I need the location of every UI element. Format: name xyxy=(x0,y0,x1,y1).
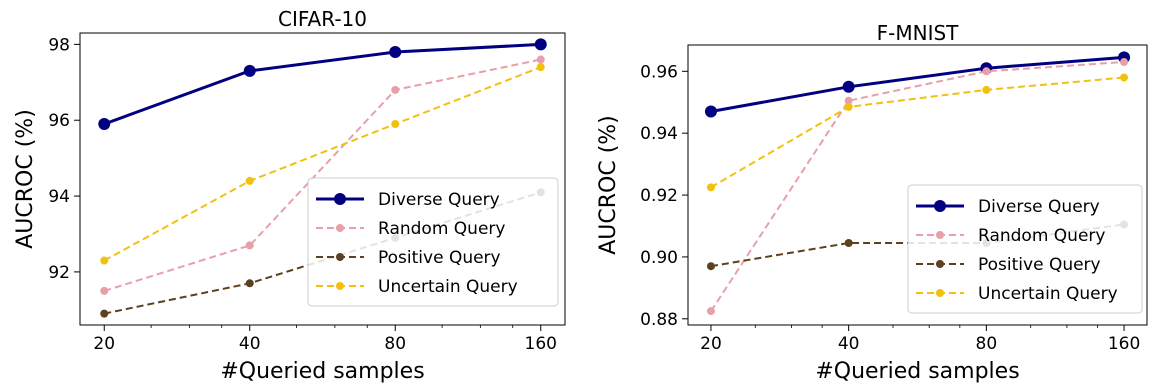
legend-label-positive-query: Positive Query xyxy=(978,255,1101,275)
legend-label-diverse-query: Diverse Query xyxy=(978,197,1100,217)
x-tick-label: 40 xyxy=(838,334,860,354)
data-point-uncertain-query xyxy=(100,256,109,265)
y-tick-label: 0.94 xyxy=(640,124,678,144)
series-line-diverse-query xyxy=(710,55,1125,113)
data-point-uncertain-query xyxy=(245,176,254,185)
legend: Diverse Query Random Query Positive Query U… xyxy=(307,177,559,307)
y-axis-label: AUCROC (%) xyxy=(13,109,38,249)
data-point-random-query xyxy=(1120,58,1129,67)
x-axis-label: #Queried samples xyxy=(815,359,1019,384)
data-point-positive-query xyxy=(245,279,254,288)
legend-label-random-query: Random Query xyxy=(978,226,1105,246)
y-tick-label: 92 xyxy=(48,263,70,283)
y-tick-label: 0.90 xyxy=(640,248,678,268)
data-point-random-query xyxy=(706,307,715,316)
data-point-positive-query xyxy=(706,262,715,271)
legend-marker-uncertain-query xyxy=(336,282,344,290)
y-tick-label: 0.88 xyxy=(640,310,678,330)
legend-box xyxy=(307,177,559,307)
data-point-diverse-query xyxy=(98,118,111,131)
series-line-random-query xyxy=(710,61,1125,312)
chart-0: 20 40 80 160 92 94 96 98 CIFAR-10 #Queried sample… xyxy=(13,7,566,384)
x-axis-label: #Queried samples xyxy=(220,359,424,384)
data-point-uncertain-query xyxy=(391,120,400,129)
chart-1: 20 40 80 160 0.88 0.90 0.92 0.94 0.96 F-MNIST #Que… xyxy=(596,21,1148,384)
legend-marker-positive-query xyxy=(336,253,344,261)
legend-label-uncertain-query: Uncertain Query xyxy=(378,277,518,297)
legend-box xyxy=(907,184,1143,314)
data-point-diverse-query xyxy=(704,105,717,118)
data-point-random-query xyxy=(844,96,853,105)
y-tick-label: 0.92 xyxy=(640,186,678,206)
series-line-diverse-query xyxy=(103,42,541,126)
data-point-diverse-query xyxy=(389,45,402,58)
x-tick-label: 20 xyxy=(93,334,115,354)
legend-marker-positive-query xyxy=(936,260,944,268)
data-point-random-query xyxy=(391,85,400,94)
data-point-uncertain-query xyxy=(844,102,853,111)
x-tick-label: 80 xyxy=(976,334,998,354)
data-point-positive-query xyxy=(844,239,853,248)
data-point-random-query xyxy=(982,67,991,76)
legend-marker-random-query xyxy=(936,231,944,239)
data-point-diverse-query xyxy=(534,38,547,51)
data-point-random-query xyxy=(245,241,254,250)
data-point-diverse-query xyxy=(842,80,855,93)
data-point-random-query xyxy=(100,286,109,295)
chart-title: F-MNIST xyxy=(877,21,960,45)
legend-marker-diverse-query xyxy=(934,200,946,212)
x-tick-label: 20 xyxy=(700,334,722,354)
data-point-random-query xyxy=(536,55,545,64)
series-line-uncertain-query xyxy=(103,66,542,262)
legend: Diverse Query Random Query Positive Query U… xyxy=(907,184,1143,314)
y-tick-label: 96 xyxy=(48,111,70,131)
legend-marker-random-query xyxy=(336,224,344,232)
x-tick-label: 160 xyxy=(525,334,557,354)
legend-label-random-query: Random Query xyxy=(378,219,505,239)
plot-frame xyxy=(687,44,1148,326)
data-point-uncertain-query xyxy=(1120,73,1129,82)
series-line-uncertain-query xyxy=(710,76,1125,189)
legend-marker-diverse-query xyxy=(334,193,346,205)
x-tick-label: 160 xyxy=(1108,334,1140,354)
x-tick-label: 40 xyxy=(239,334,261,354)
legend-label-positive-query: Positive Query xyxy=(378,248,501,268)
data-point-uncertain-query xyxy=(536,63,545,72)
plot-frame xyxy=(79,32,566,326)
legend-label-uncertain-query: Uncertain Query xyxy=(978,284,1118,304)
data-point-positive-query xyxy=(100,309,109,318)
legend-label-diverse-query: Diverse Query xyxy=(378,190,500,210)
chart-title: CIFAR-10 xyxy=(278,7,367,31)
y-tick-label: 94 xyxy=(48,187,70,207)
y-axis-label: AUCROC (%) xyxy=(596,115,621,255)
y-tick-label: 0.96 xyxy=(640,62,678,82)
series-line-random-query xyxy=(104,58,542,292)
data-point-uncertain-query xyxy=(706,183,715,192)
y-tick-label: 98 xyxy=(48,35,70,55)
data-point-diverse-query xyxy=(243,64,256,77)
legend-marker-uncertain-query xyxy=(936,289,944,297)
data-point-uncertain-query xyxy=(982,85,991,94)
x-tick-label: 80 xyxy=(384,334,406,354)
